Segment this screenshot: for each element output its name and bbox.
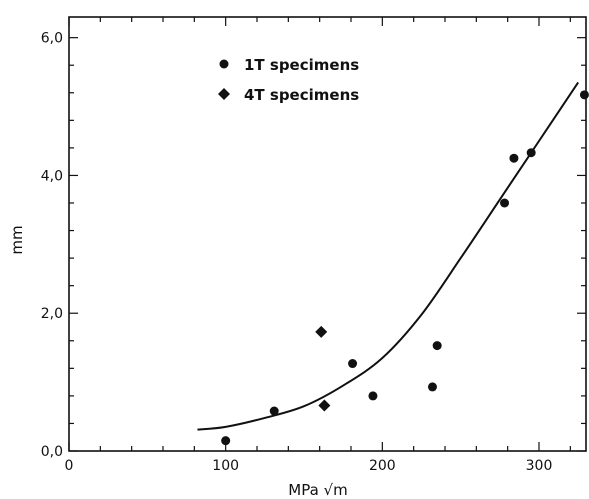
- y-tick-label: 2,0: [41, 306, 63, 322]
- point-1t: [526, 148, 536, 158]
- point-1t: [221, 436, 231, 446]
- point-1t: [427, 382, 437, 392]
- legend-marker-circle: [219, 59, 229, 69]
- legend-marker-diamond: [218, 88, 230, 100]
- point-1t: [432, 341, 442, 351]
- y-tick-label: 4,0: [41, 168, 63, 184]
- legend: 1T specimens 4T specimens: [218, 56, 359, 104]
- point-4t: [318, 399, 331, 412]
- x-axis-label: MPa √m: [288, 481, 347, 499]
- y-axis-label: mm: [8, 225, 26, 254]
- y-axis-ticks: 0,0 2,0 4,0 6,0: [41, 31, 586, 460]
- y-tick-label: 0,0: [41, 444, 63, 460]
- point-1t: [348, 359, 358, 369]
- point-1t: [509, 153, 519, 163]
- plot-frame: [68, 16, 587, 452]
- legend-label-1t: 1T specimens: [244, 56, 359, 74]
- legend-label-4t: 4T specimens: [244, 86, 359, 104]
- point-1t: [500, 198, 510, 208]
- x-tick-label: 100: [212, 458, 239, 474]
- data-points: [221, 90, 589, 446]
- x-tick-label: 0: [65, 458, 74, 474]
- x-tick-label: 200: [369, 458, 396, 474]
- point-4t: [315, 325, 328, 338]
- x-tick-label: 300: [526, 458, 553, 474]
- point-1t: [368, 391, 378, 401]
- fit-curve: [197, 81, 579, 431]
- point-1t: [269, 406, 279, 416]
- point-1t: [579, 90, 589, 100]
- x-axis-ticks: 0 100 200 300: [65, 17, 571, 474]
- y-tick-label: 6,0: [41, 31, 63, 47]
